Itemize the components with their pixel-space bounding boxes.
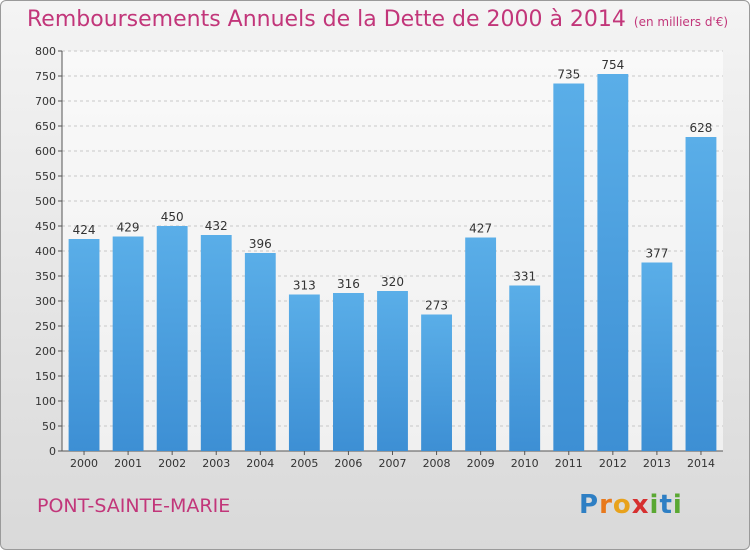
x-tick-label: 2014 <box>687 457 715 470</box>
x-tick-label: 2010 <box>511 457 539 470</box>
x-tick-label: 2002 <box>158 457 186 470</box>
chart-subtitle: (en milliers d'€) <box>633 15 729 29</box>
bar-value-label: 427 <box>469 222 492 236</box>
bar-value-label: 424 <box>73 223 96 237</box>
logo-letter: t <box>659 490 673 520</box>
bar <box>244 253 276 451</box>
logo-letter: x <box>631 490 650 520</box>
bar-value-label: 432 <box>205 219 228 233</box>
y-tick-label: 500 <box>35 195 56 208</box>
bar <box>509 285 541 451</box>
y-tick-label: 300 <box>35 295 56 308</box>
bar <box>200 235 232 451</box>
x-tick-label: 2007 <box>379 457 407 470</box>
x-tick-label: 2008 <box>423 457 451 470</box>
y-tick-label: 250 <box>35 320 56 333</box>
x-tick-label: 2013 <box>643 457 671 470</box>
y-tick-label: 0 <box>49 445 56 458</box>
bar <box>553 83 585 451</box>
logo-letter: r <box>599 490 613 520</box>
bar-value-label: 273 <box>425 299 448 313</box>
x-tick-label: 2000 <box>70 457 98 470</box>
chart-title: Remboursements Annuels de la Dette de 20… <box>27 7 728 32</box>
logo-letter: P <box>579 490 600 520</box>
x-tick-label: 2012 <box>599 457 627 470</box>
y-tick-label: 50 <box>42 420 56 433</box>
logo-letter: i <box>672 490 683 520</box>
bar-value-label: 320 <box>381 275 404 289</box>
y-tick-label: 450 <box>35 220 56 233</box>
bar <box>112 236 144 451</box>
chart-title-text: Remboursements Annuels de la Dette de 20… <box>27 7 626 32</box>
bar-value-label: 313 <box>293 279 316 293</box>
x-tick-label: 2003 <box>202 457 230 470</box>
x-tick-label: 2001 <box>114 457 142 470</box>
bar-value-label: 331 <box>513 270 536 284</box>
y-tick-label: 800 <box>35 45 56 58</box>
y-tick-label: 350 <box>35 270 56 283</box>
y-tick-label: 550 <box>35 170 56 183</box>
y-tick-label: 600 <box>35 145 56 158</box>
bar-value-label: 754 <box>601 58 624 72</box>
bar-value-label: 735 <box>557 68 580 82</box>
bar-value-label: 450 <box>161 210 184 224</box>
commune-name: PONT-SAINTE-MARIE <box>37 495 231 517</box>
bar-value-label: 396 <box>249 237 272 251</box>
bar-value-label: 628 <box>690 121 713 135</box>
x-tick-label: 2004 <box>246 457 274 470</box>
x-tick-label: 2009 <box>467 457 495 470</box>
y-tick-label: 650 <box>35 120 56 133</box>
y-tick-label: 750 <box>35 70 56 83</box>
y-tick-label: 400 <box>35 245 56 258</box>
x-tick-label: 2005 <box>290 457 318 470</box>
bar <box>377 291 408 451</box>
bar <box>333 293 364 451</box>
y-tick-label: 100 <box>35 395 56 408</box>
bar <box>597 74 629 451</box>
x-tick-label: 2011 <box>555 457 583 470</box>
bar <box>68 239 100 451</box>
bar <box>685 137 717 451</box>
bar-value-label: 377 <box>645 247 668 261</box>
bar-value-label: 429 <box>117 221 140 235</box>
bar <box>465 237 497 451</box>
y-tick-label: 150 <box>35 370 56 383</box>
logo-letter: i <box>649 490 660 520</box>
logo-letter: o <box>612 490 632 520</box>
proxiti-logo: Proxiti <box>579 490 683 520</box>
bar <box>288 294 320 451</box>
x-tick-label: 2006 <box>334 457 362 470</box>
bar <box>421 314 452 451</box>
bar-value-label: 316 <box>337 277 360 291</box>
bar <box>641 262 673 451</box>
y-tick-label: 700 <box>35 95 56 108</box>
bar <box>156 226 188 451</box>
y-tick-label: 200 <box>35 345 56 358</box>
